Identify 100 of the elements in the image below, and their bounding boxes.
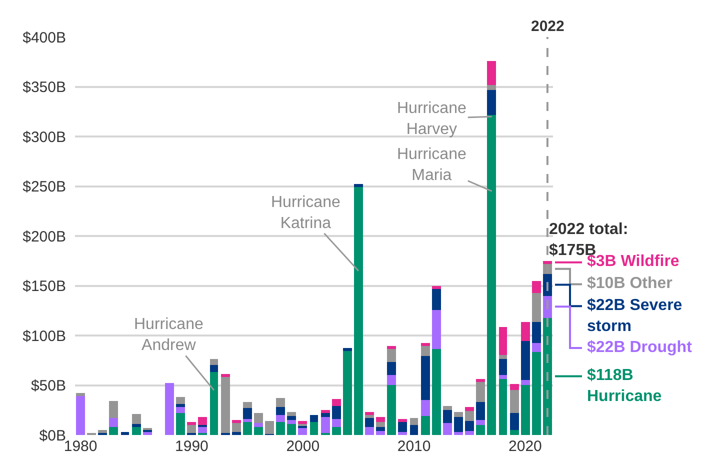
- bar: [287, 416, 296, 420]
- bar: [432, 286, 441, 289]
- y-tick-label: $400B: [22, 29, 66, 46]
- annotation: Hurricane Katrina: [271, 194, 340, 232]
- bar: [176, 404, 185, 407]
- bar: [198, 417, 207, 425]
- bar: [276, 415, 285, 422]
- bar: [265, 421, 274, 434]
- x-tick-label: 1990: [175, 438, 208, 455]
- bar: [387, 375, 396, 385]
- bar: [465, 407, 474, 411]
- bar: [465, 431, 474, 435]
- bar: [521, 341, 530, 380]
- bar: [532, 281, 541, 293]
- annotation: Hurricane Maria: [397, 146, 466, 184]
- bar: [287, 412, 296, 416]
- bar: [476, 382, 485, 402]
- bar: [132, 414, 141, 424]
- y-tick-label: $100B: [22, 328, 66, 345]
- bar: [543, 274, 552, 296]
- bar: [254, 427, 263, 435]
- bar: [410, 418, 418, 425]
- bar: [410, 425, 418, 435]
- bar: [310, 415, 318, 422]
- bar: [421, 346, 430, 356]
- annotation: Hurricane Harvey: [397, 100, 466, 138]
- bar: [365, 412, 374, 415]
- bar: [232, 422, 241, 432]
- x-tick-label: 2020: [508, 438, 542, 455]
- bar: [499, 327, 507, 355]
- bar: [343, 351, 352, 435]
- bar: [387, 385, 396, 435]
- bar: [210, 372, 218, 435]
- bar: [499, 379, 507, 435]
- bar: [398, 432, 407, 435]
- bar: [276, 407, 285, 415]
- bar: [443, 423, 452, 435]
- text: $22B Severe: [587, 297, 682, 314]
- bar: [121, 432, 129, 435]
- bar: [432, 349, 441, 435]
- y-tick-label: $200B: [22, 228, 66, 246]
- bar: [532, 352, 541, 435]
- bar: [499, 359, 507, 375]
- y-tick-label: $350B: [22, 79, 66, 96]
- bar: [487, 85, 496, 90]
- bar: [521, 322, 530, 341]
- text: Hurricane: [587, 388, 662, 405]
- bar: [432, 289, 441, 310]
- bar: [510, 430, 519, 435]
- bar: [387, 346, 396, 349]
- y-tick-label: $150B: [22, 278, 66, 295]
- bar: [343, 348, 352, 351]
- bar: [210, 359, 218, 365]
- text: $22B Drought: [587, 339, 692, 356]
- bar: [376, 422, 385, 427]
- bar: [532, 293, 541, 322]
- bar: [365, 417, 374, 427]
- bar: [109, 418, 118, 427]
- bar: [387, 348, 396, 362]
- bar: [365, 427, 374, 435]
- bar: [465, 421, 474, 431]
- bar: [476, 402, 485, 420]
- bar: [521, 380, 530, 385]
- bar: [510, 384, 519, 390]
- bar: [232, 420, 241, 423]
- bar: [243, 408, 252, 419]
- bar: [332, 427, 341, 435]
- bar: [76, 396, 85, 435]
- bar: [254, 423, 263, 427]
- bar: [98, 430, 107, 433]
- bar: [398, 419, 407, 422]
- bar: [543, 296, 552, 318]
- bar: [310, 422, 318, 435]
- bar: [287, 424, 296, 435]
- bar: [376, 427, 385, 431]
- bar: [210, 365, 218, 372]
- bar: [332, 406, 341, 419]
- bar: [276, 398, 285, 407]
- bar: [165, 383, 174, 435]
- bar: [421, 356, 430, 400]
- bar: [176, 397, 185, 404]
- x-tick-label: 1980: [64, 438, 98, 455]
- y-tick-label: $300B: [22, 128, 66, 146]
- bar: [398, 421, 407, 432]
- bar: [243, 402, 252, 408]
- ref-line-label: 2022: [531, 18, 564, 35]
- bar: [421, 343, 430, 346]
- bar: [332, 399, 341, 406]
- bar: [432, 310, 441, 349]
- y-tick-label: $250B: [22, 178, 66, 196]
- bar: [465, 411, 474, 421]
- bar: [332, 419, 341, 427]
- bar: [443, 406, 452, 410]
- bar: [109, 427, 118, 435]
- text: storm: [587, 318, 632, 335]
- bar: [487, 61, 496, 85]
- bar: [221, 374, 230, 377]
- bar: [276, 422, 285, 435]
- bar: [476, 425, 485, 435]
- bar: [454, 412, 463, 417]
